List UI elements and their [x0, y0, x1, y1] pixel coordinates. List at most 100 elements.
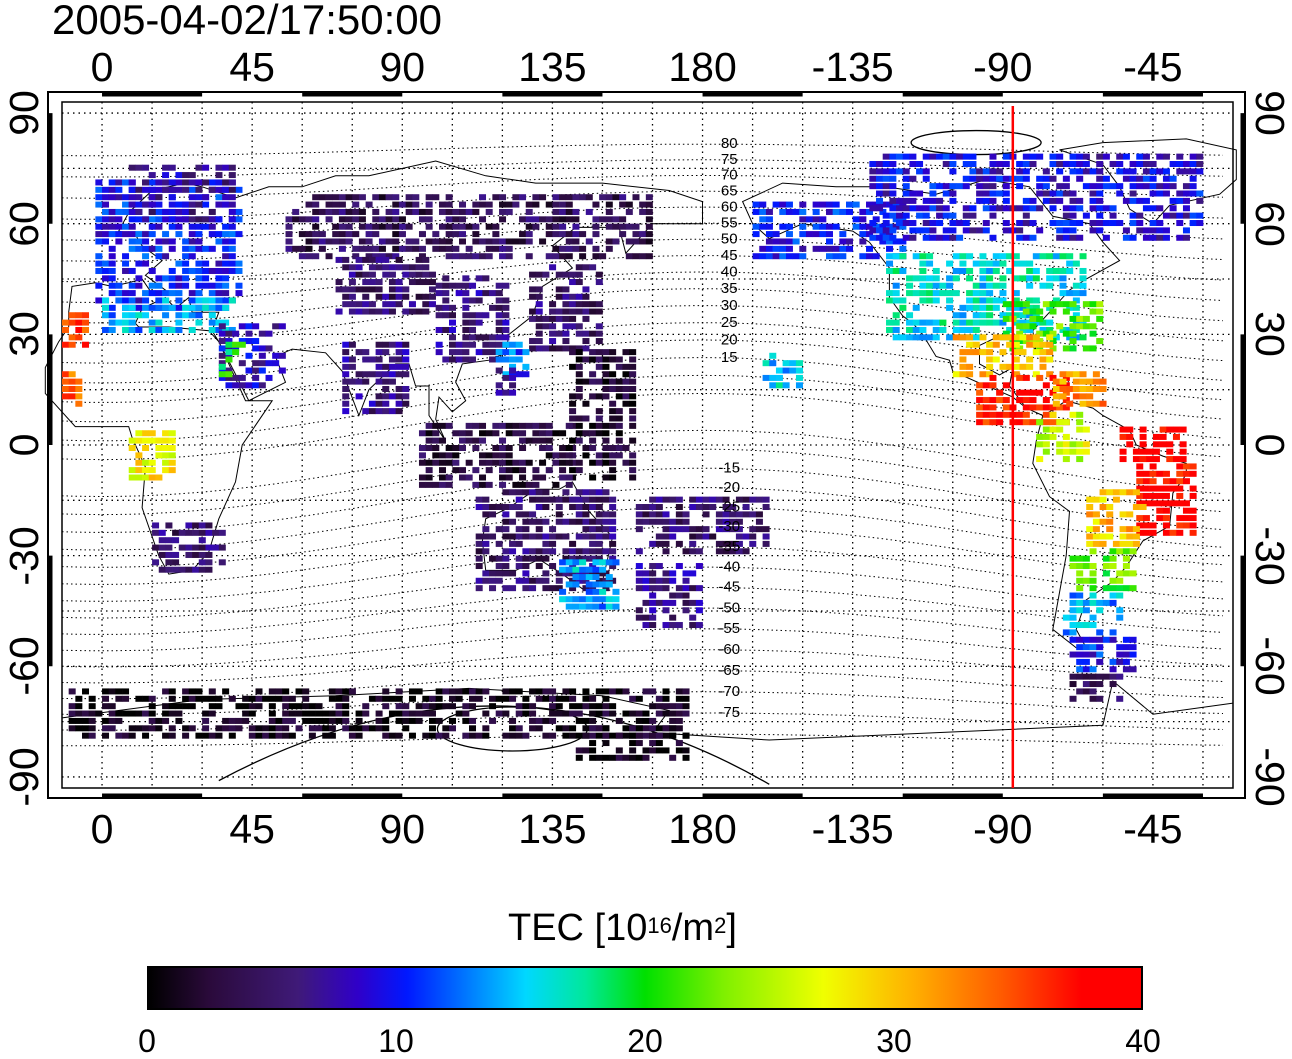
tec-cell [479, 474, 487, 481]
lat-tick-left: -60 [1, 636, 47, 696]
tec-cell [1032, 319, 1040, 326]
tec-cell [352, 253, 360, 260]
tec-cell [642, 504, 650, 511]
tec-cell [1089, 666, 1097, 673]
tec-cell [202, 223, 210, 230]
tec-cell [595, 323, 603, 330]
tec-cell [642, 511, 650, 518]
tec-cell [592, 603, 600, 610]
tec-cell [1119, 448, 1127, 455]
tec-cell [1059, 282, 1067, 289]
tec-cell [1132, 533, 1140, 540]
tec-cell [569, 688, 577, 695]
tec-cell [402, 703, 410, 710]
tec-cell [188, 208, 196, 215]
tec-cell [539, 474, 547, 481]
tec-cell [1012, 371, 1020, 378]
tec-cell [335, 710, 343, 717]
tec-cell [459, 467, 467, 474]
lon-tick-bottom: 90 [379, 806, 426, 852]
tec-cell [495, 504, 503, 511]
tec-cell [632, 223, 640, 230]
tec-cell [215, 186, 223, 193]
tec-cell [202, 216, 210, 223]
tec-cell [1072, 326, 1080, 333]
tec-cell [338, 238, 346, 245]
tec-cell [902, 168, 910, 175]
tec-cell [95, 223, 103, 230]
tec-cell [515, 725, 523, 732]
tec-cell [475, 585, 483, 592]
tec-cell [999, 319, 1007, 326]
tec-cell [1066, 400, 1074, 407]
tec-cell [769, 360, 777, 367]
tec-cell [1189, 153, 1197, 160]
tec-cell [228, 223, 236, 230]
tec-cell [1079, 290, 1087, 297]
tec-cell [469, 319, 477, 326]
tec-cell [595, 725, 603, 732]
tec-cell [218, 559, 226, 566]
tec-cell [128, 201, 136, 208]
tec-cell [75, 312, 83, 319]
tec-cell [228, 186, 236, 193]
tec-cell [1056, 168, 1064, 175]
tec-cell [1062, 161, 1070, 168]
tec-cell [906, 334, 914, 341]
tec-cell [142, 216, 150, 223]
tec-cell [555, 703, 563, 710]
tec-cell [512, 194, 520, 201]
tec-cell [425, 481, 433, 488]
tec-cell [252, 345, 260, 352]
tec-cell [295, 703, 303, 710]
tec-cell [182, 172, 190, 179]
tec-cell [936, 212, 944, 219]
tec-cell [1102, 234, 1110, 241]
tec-cell [108, 245, 116, 252]
tec-cell [765, 223, 773, 230]
tec-cell [785, 245, 793, 252]
tec-cell [142, 186, 150, 193]
tec-cell [966, 334, 974, 341]
tec-cell [1026, 282, 1034, 289]
tec-cell [622, 459, 630, 466]
tec-cell [475, 732, 483, 739]
tec-cell [695, 607, 703, 614]
tec-cell [215, 290, 223, 297]
tec-cell [482, 511, 490, 518]
tec-cell [1036, 338, 1044, 345]
tec-cell [1049, 190, 1057, 197]
tec-cell [425, 445, 433, 451]
tec-cell [912, 275, 920, 282]
tec-cell [342, 341, 350, 348]
tec-cell [1162, 227, 1170, 234]
tec-cell [575, 279, 583, 286]
tec-cell [892, 297, 900, 304]
tec-cell [215, 231, 223, 238]
tec-cell [999, 363, 1007, 370]
tec-cell [1086, 378, 1094, 385]
tec-cell [155, 474, 163, 481]
tec-cell [872, 216, 880, 223]
tec-cell [762, 540, 770, 547]
tec-cell [622, 710, 630, 717]
colorbar [147, 966, 1143, 1010]
tec-cell [1042, 168, 1050, 175]
tec-cell [1089, 644, 1097, 651]
tec-cell [362, 725, 370, 732]
tec-cell [332, 194, 340, 201]
tec-cell [972, 282, 980, 289]
tec-cell [832, 201, 840, 208]
tec-cell [108, 186, 116, 193]
tec-cell [922, 205, 930, 212]
tec-cell [375, 286, 383, 293]
tec-cell [208, 297, 216, 304]
tec-cell [1032, 253, 1040, 260]
tec-cell [1062, 190, 1070, 197]
tec-cell [649, 740, 657, 747]
tec-cell [575, 703, 583, 710]
tec-cell [595, 548, 603, 555]
tec-cell [1182, 515, 1190, 522]
tec-cell [1076, 563, 1084, 570]
